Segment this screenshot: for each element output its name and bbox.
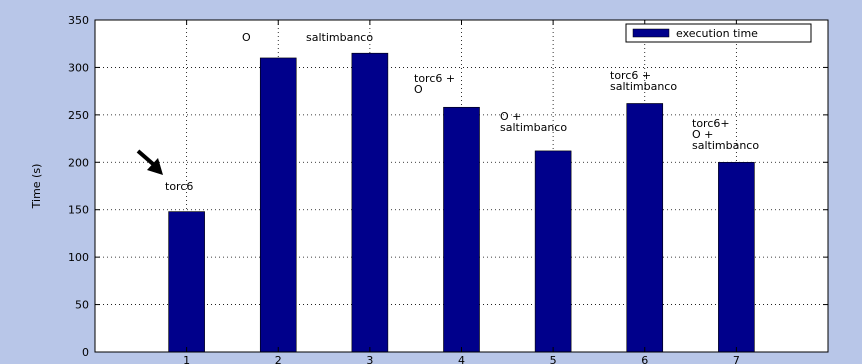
y-tick-label: 150	[68, 204, 89, 217]
annotation-label: O	[414, 83, 423, 96]
bar	[626, 103, 664, 353]
bar	[534, 150, 572, 353]
y-tick-label: 300	[68, 61, 89, 74]
y-tick-label: 50	[75, 299, 89, 312]
bar	[259, 57, 297, 353]
y-tick-label: 350	[68, 14, 89, 27]
x-tick-label: 3	[366, 354, 373, 364]
bar	[351, 52, 389, 353]
bars	[168, 52, 755, 353]
annotation-label: saltimbanco	[692, 139, 759, 152]
y-tick-label: 100	[68, 251, 89, 264]
annotation-label: O	[242, 31, 251, 44]
bar	[168, 211, 205, 353]
legend-entry: execution time	[676, 27, 758, 40]
y-tick-label: 0	[82, 346, 89, 359]
y-axis-label: Time (s)	[30, 164, 43, 210]
annotation-label: saltimbanco	[306, 31, 373, 44]
x-tick-label: 6	[641, 354, 648, 364]
y-tick-label: 200	[68, 156, 89, 169]
annotation-arrowhead	[147, 158, 163, 175]
annotation-arrow	[136, 149, 155, 166]
x-tick-label: 2	[275, 354, 282, 364]
x-tick-label: 7	[733, 354, 740, 364]
plot-frame	[94, 19, 829, 353]
annotation-label: torc6+	[692, 117, 730, 130]
legend-box	[625, 23, 812, 43]
x-tick-label: 5	[550, 354, 557, 364]
annotation-label: torc6 +	[610, 69, 651, 82]
annotation-label: saltimbanco	[610, 80, 677, 93]
annotation-label: saltimbanco	[500, 121, 567, 134]
legend-swatch	[632, 28, 670, 38]
x-tick-label: 4	[458, 354, 465, 364]
bar	[443, 106, 480, 353]
bar	[718, 161, 755, 353]
y-tick-label: 250	[68, 109, 89, 122]
x-tick-label: 1	[183, 354, 190, 364]
annotation-label: torc6	[165, 180, 193, 193]
annotation-label: torc6 +	[414, 72, 455, 85]
annotation-label: O +	[500, 110, 521, 123]
legend: execution time	[625, 23, 812, 43]
axis-ticks: 0 50 100 150 200 250 300 350 1 2 3 4 5 6 7	[68, 14, 828, 364]
annotation-label: O +	[692, 128, 713, 141]
